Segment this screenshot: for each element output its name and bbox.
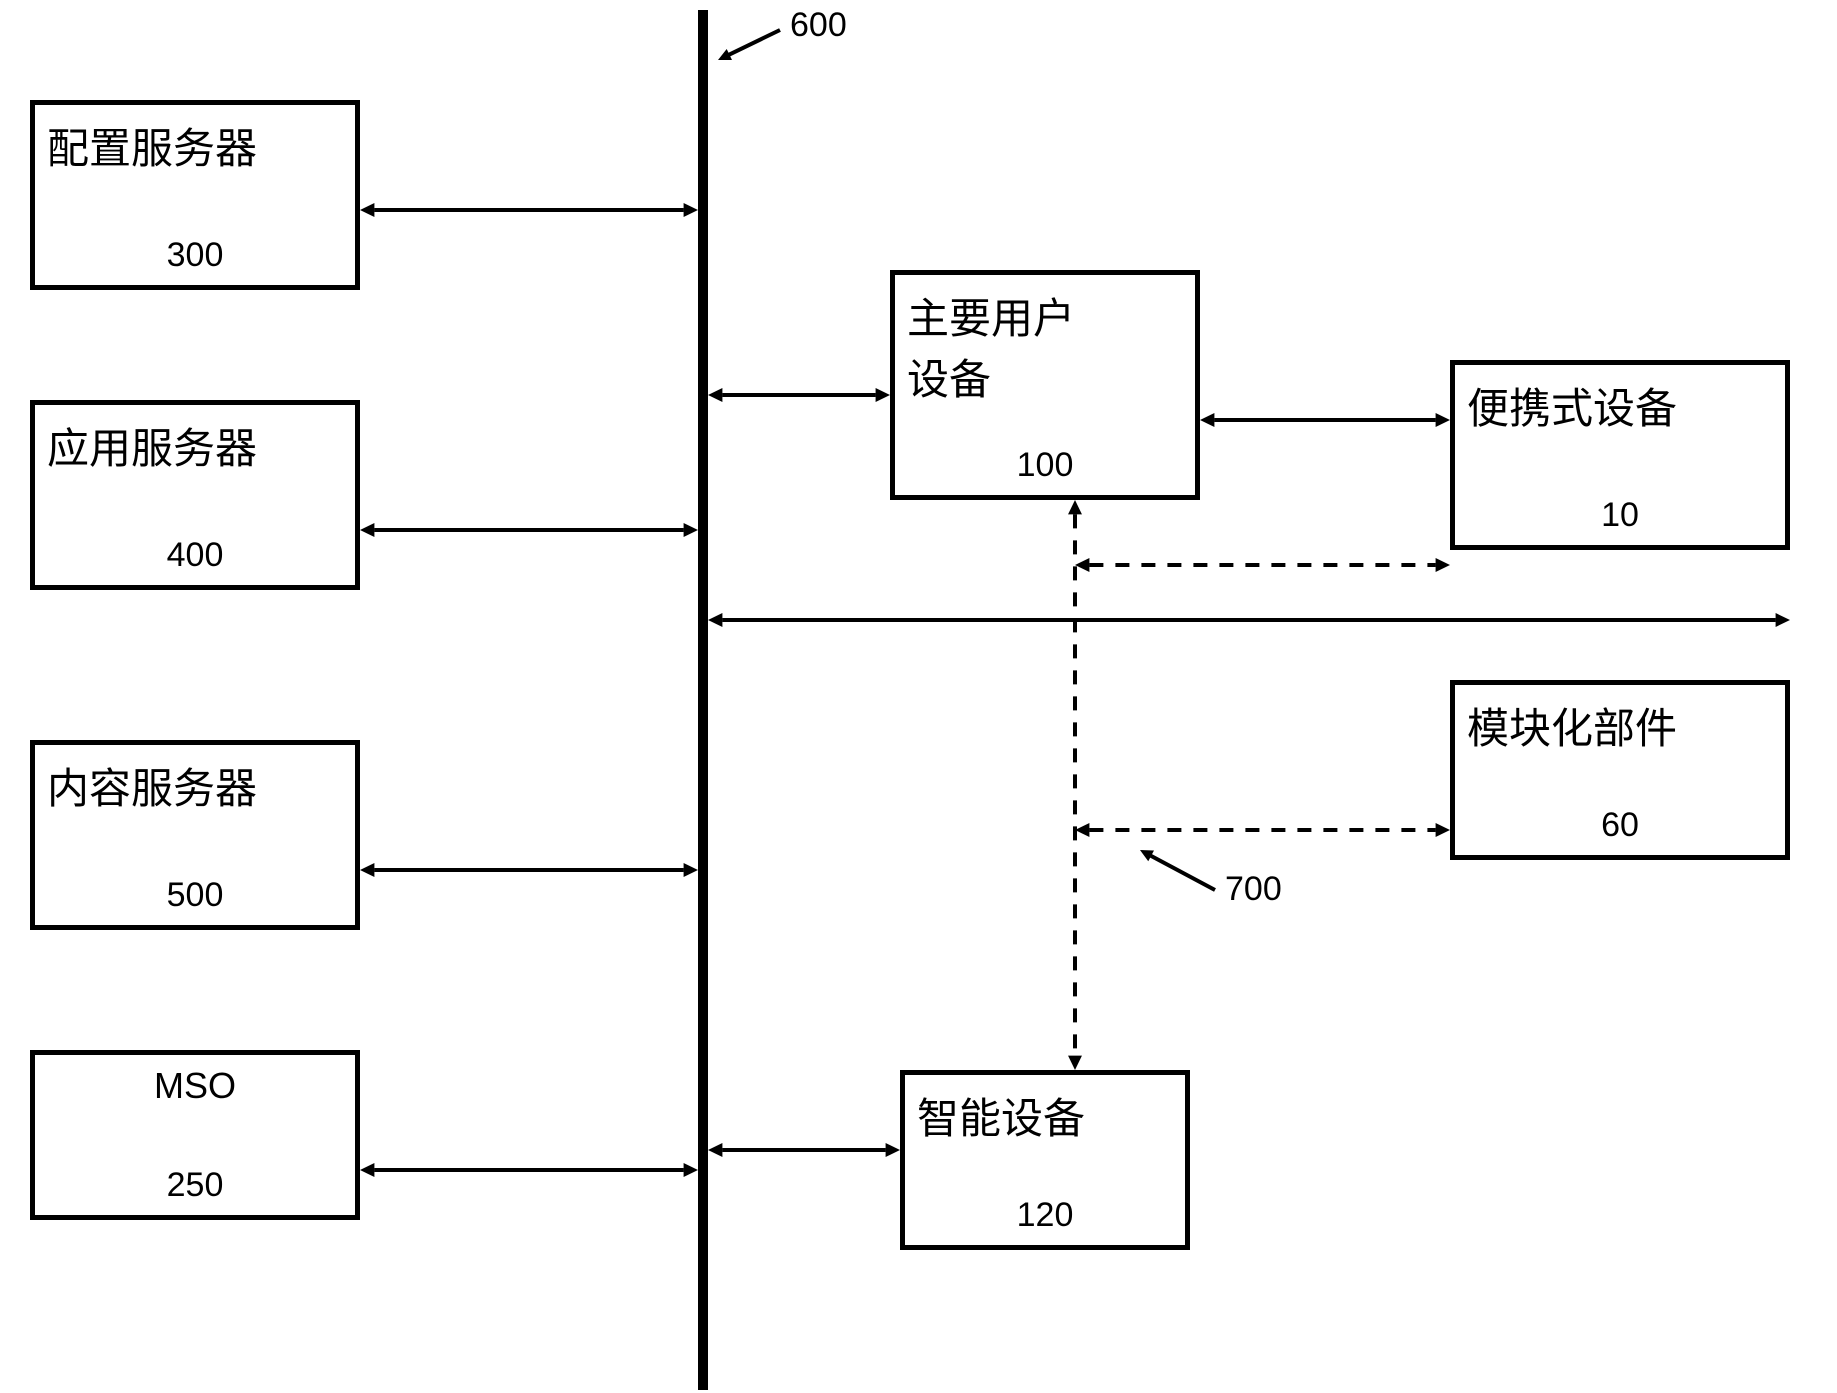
modular-component-num: 60: [1455, 806, 1785, 845]
modular-component-label: 模块化部件: [1455, 695, 1785, 756]
portable-device-label: 便携式设备: [1455, 375, 1785, 436]
portable-device-node: 便携式设备 10: [1450, 360, 1790, 550]
main-user-device-label: 主要用户设备: [895, 285, 1195, 407]
content-server-label: 内容服务器: [35, 755, 355, 816]
modular-component-node: 模块化部件 60: [1450, 680, 1790, 860]
mso-label: MSO: [35, 1065, 355, 1107]
content-server-num: 500: [35, 876, 355, 915]
smart-device-node: 智能设备 120: [900, 1070, 1190, 1250]
network-bus: [698, 10, 708, 1390]
bus-label-600: 600: [790, 6, 847, 45]
config-server-num: 300: [35, 236, 355, 275]
portable-device-num: 10: [1455, 496, 1785, 535]
smart-device-label: 智能设备: [905, 1085, 1185, 1146]
main-user-device-node: 主要用户设备 100: [890, 270, 1200, 500]
app-server-num: 400: [35, 536, 355, 575]
mso-node: MSO 250: [30, 1050, 360, 1220]
app-server-node: 应用服务器 400: [30, 400, 360, 590]
label-700: 700: [1225, 870, 1282, 909]
config-server-node: 配置服务器 300: [30, 100, 360, 290]
content-server-node: 内容服务器 500: [30, 740, 360, 930]
app-server-label: 应用服务器: [35, 415, 355, 476]
mso-num: 250: [35, 1166, 355, 1205]
diagram-stage: 600 700 配置服务器 300 应用服务器 400 内容服务器 500 MS…: [0, 0, 1837, 1393]
main-user-device-num: 100: [895, 446, 1195, 485]
config-server-label: 配置服务器: [35, 115, 355, 176]
smart-device-num: 120: [905, 1196, 1185, 1235]
